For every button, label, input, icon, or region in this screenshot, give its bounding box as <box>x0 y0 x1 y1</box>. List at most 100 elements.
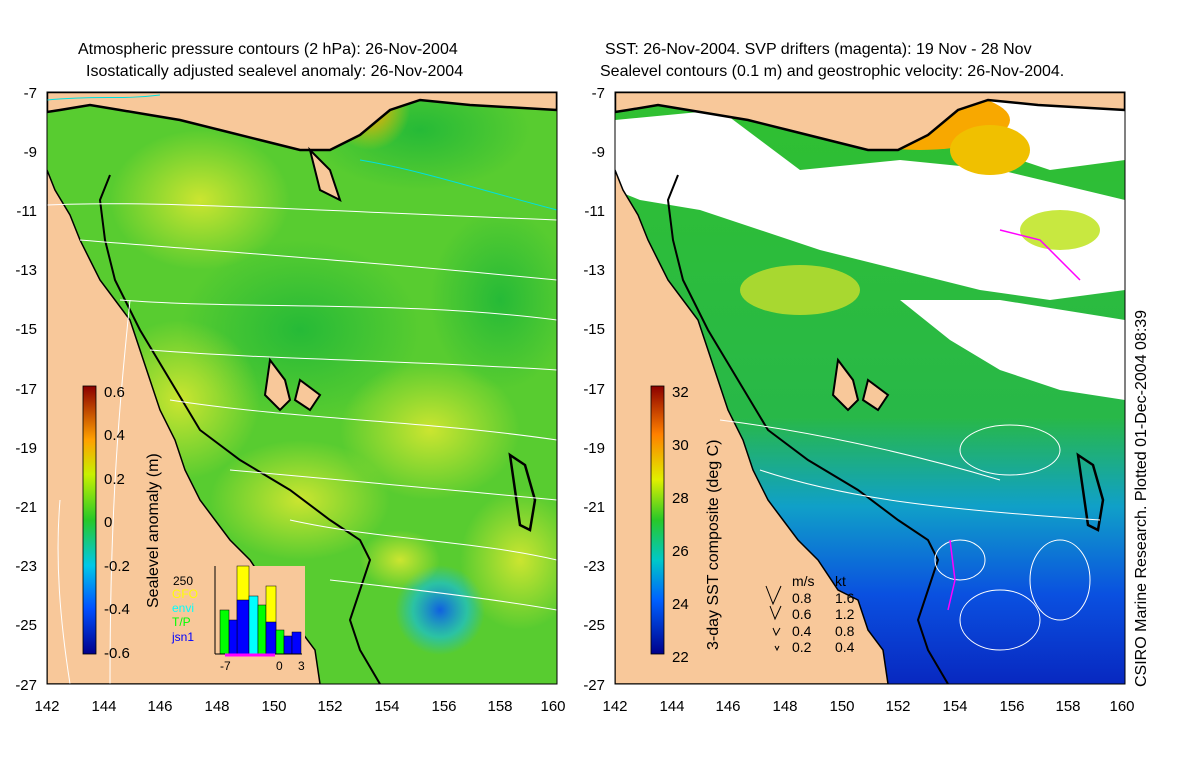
x-axis-right: 142 144 146 148 150 152 154 156 158 160 <box>602 698 1134 715</box>
right-cape-york <box>615 169 889 684</box>
y-tick: -19 <box>583 440 605 457</box>
x-tick: 154 <box>374 698 399 715</box>
right-map-frame <box>614 91 1126 685</box>
left-map <box>47 92 557 684</box>
left-cbar-tick: -0.6 <box>104 645 130 662</box>
x-tick: 142 <box>602 698 627 715</box>
left-island <box>263 357 292 412</box>
velocity-key-kt: 1.6 <box>835 590 855 606</box>
right-island <box>1076 452 1105 532</box>
left-pressure-contours <box>47 203 557 684</box>
y-axis-left: -7 -9 -11 -13 -15 -17 -19 -21 -23 -25 -2… <box>15 85 37 694</box>
x-tick: 148 <box>772 698 797 715</box>
x-tick: 156 <box>431 698 456 715</box>
x-tick: 150 <box>261 698 286 715</box>
right-cbar-tick: 24 <box>672 596 689 613</box>
y-tick: -23 <box>583 558 605 575</box>
left-colorbar-ticks: 0.6 0.4 0.2 0 -0.2 -0.4 -0.6 <box>104 384 130 662</box>
x-axis-left: 142 144 146 148 150 152 154 156 158 160 <box>34 698 565 715</box>
left-cbar-tick: 0.2 <box>104 471 125 488</box>
left-map-frame <box>46 91 558 685</box>
x-tick: 146 <box>715 698 740 715</box>
right-colorbar-label: 3-day SST composite (deg C) <box>705 440 722 650</box>
x-tick: 154 <box>942 698 967 715</box>
x-tick: 158 <box>487 698 512 715</box>
inset-legend-jsn1: jsn1 <box>171 630 194 644</box>
drifter-track <box>947 539 956 611</box>
left-cbar-tick: 0.6 <box>104 384 125 401</box>
y-tick: -27 <box>583 677 605 694</box>
velocity-key-header-kt: kt <box>835 573 846 589</box>
x-tick: 150 <box>829 698 854 715</box>
y-tick: -7 <box>592 85 605 102</box>
y-tick: -13 <box>15 262 37 279</box>
left-colorbar-label: Sealevel anomaly (m) <box>145 453 162 608</box>
right-sealevel-contours <box>719 419 1101 651</box>
x-tick: 156 <box>999 698 1024 715</box>
left-island <box>508 452 537 532</box>
left-png-land <box>47 92 557 152</box>
right-title-line1: SST: 26-Nov-2004. SVP drifters (magenta)… <box>605 41 1032 58</box>
inset-xtick: 3 <box>298 659 305 673</box>
y-tick: -15 <box>583 321 605 338</box>
velocity-key-ms: 0.8 <box>792 590 812 606</box>
right-colorbar-ticks: 32 30 28 26 24 22 <box>672 384 689 666</box>
y-tick: -17 <box>583 381 605 398</box>
arrow-0.4-icon <box>772 627 781 637</box>
velocity-key: m/s kt 0.8 1.6 0.6 1.2 0.4 0.8 0.2 0.4 <box>792 573 855 655</box>
left-cyan-contours <box>47 94 557 211</box>
left-cbar-tick: -0.4 <box>104 601 130 618</box>
y-axis-right: -7 -9 -11 -13 -15 -17 -19 -21 -23 -25 -2… <box>583 85 605 694</box>
right-colorbar <box>650 385 665 655</box>
left-title-line1: Atmospheric pressure contours (2 hPa): 2… <box>78 41 458 58</box>
right-title-line2: Sealevel contours (0.1 m) and geostrophi… <box>600 63 1065 80</box>
inset-xtick: -7 <box>220 659 231 673</box>
y-tick: -27 <box>15 677 37 694</box>
x-tick: 144 <box>659 698 684 715</box>
right-cbar-tick: 32 <box>672 384 689 401</box>
velocity-key-arrows <box>765 585 782 652</box>
x-tick: 160 <box>540 698 565 715</box>
right-island <box>861 378 890 412</box>
right-cbar-tick: 26 <box>672 543 689 560</box>
x-tick: 146 <box>147 698 172 715</box>
y-tick: -25 <box>15 617 37 634</box>
left-shelf-contour <box>98 174 381 684</box>
x-tick: 142 <box>34 698 59 715</box>
x-tick: 160 <box>1109 698 1134 715</box>
right-shelf-contour <box>666 174 949 684</box>
right-cbar-tick: 30 <box>672 437 689 454</box>
velocity-key-kt: 1.2 <box>835 606 855 622</box>
left-cbar-tick: 0.4 <box>104 427 125 444</box>
right-island <box>831 357 860 412</box>
y-tick: -15 <box>15 321 37 338</box>
credit-label: CSIRO Marine Research. Plotted 01-Dec-20… <box>1133 310 1150 687</box>
y-tick: -11 <box>16 203 37 220</box>
x-tick: 148 <box>204 698 229 715</box>
y-tick: -21 <box>15 499 37 516</box>
y-tick: -21 <box>583 499 605 516</box>
left-colorbar <box>82 385 97 655</box>
right-cbar-tick: 28 <box>672 490 689 507</box>
left-cbar-tick: 0 <box>104 514 112 531</box>
velocity-key-ms: 0.6 <box>792 606 812 622</box>
right-png-land <box>615 92 1125 152</box>
left-island <box>308 146 342 202</box>
left-inset-histogram <box>214 565 305 657</box>
y-tick: -17 <box>15 381 37 398</box>
y-tick: -9 <box>592 144 605 161</box>
left-anomaly-blobs <box>100 92 557 655</box>
arrow-0.6-icon <box>769 605 782 621</box>
velocity-key-kt: 0.4 <box>835 639 855 655</box>
arrow-0.2-icon <box>774 645 780 652</box>
y-tick: -9 <box>24 144 37 161</box>
y-tick: -7 <box>24 85 37 102</box>
x-tick: 144 <box>91 698 116 715</box>
velocity-key-kt: 0.8 <box>835 623 855 639</box>
y-tick: -11 <box>584 203 605 220</box>
inset-legend-tp: T/P <box>172 615 191 629</box>
drifter-track <box>999 229 1081 281</box>
velocity-key-ms: 0.2 <box>792 639 812 655</box>
inset-legend-gfo: GFO <box>172 587 198 601</box>
